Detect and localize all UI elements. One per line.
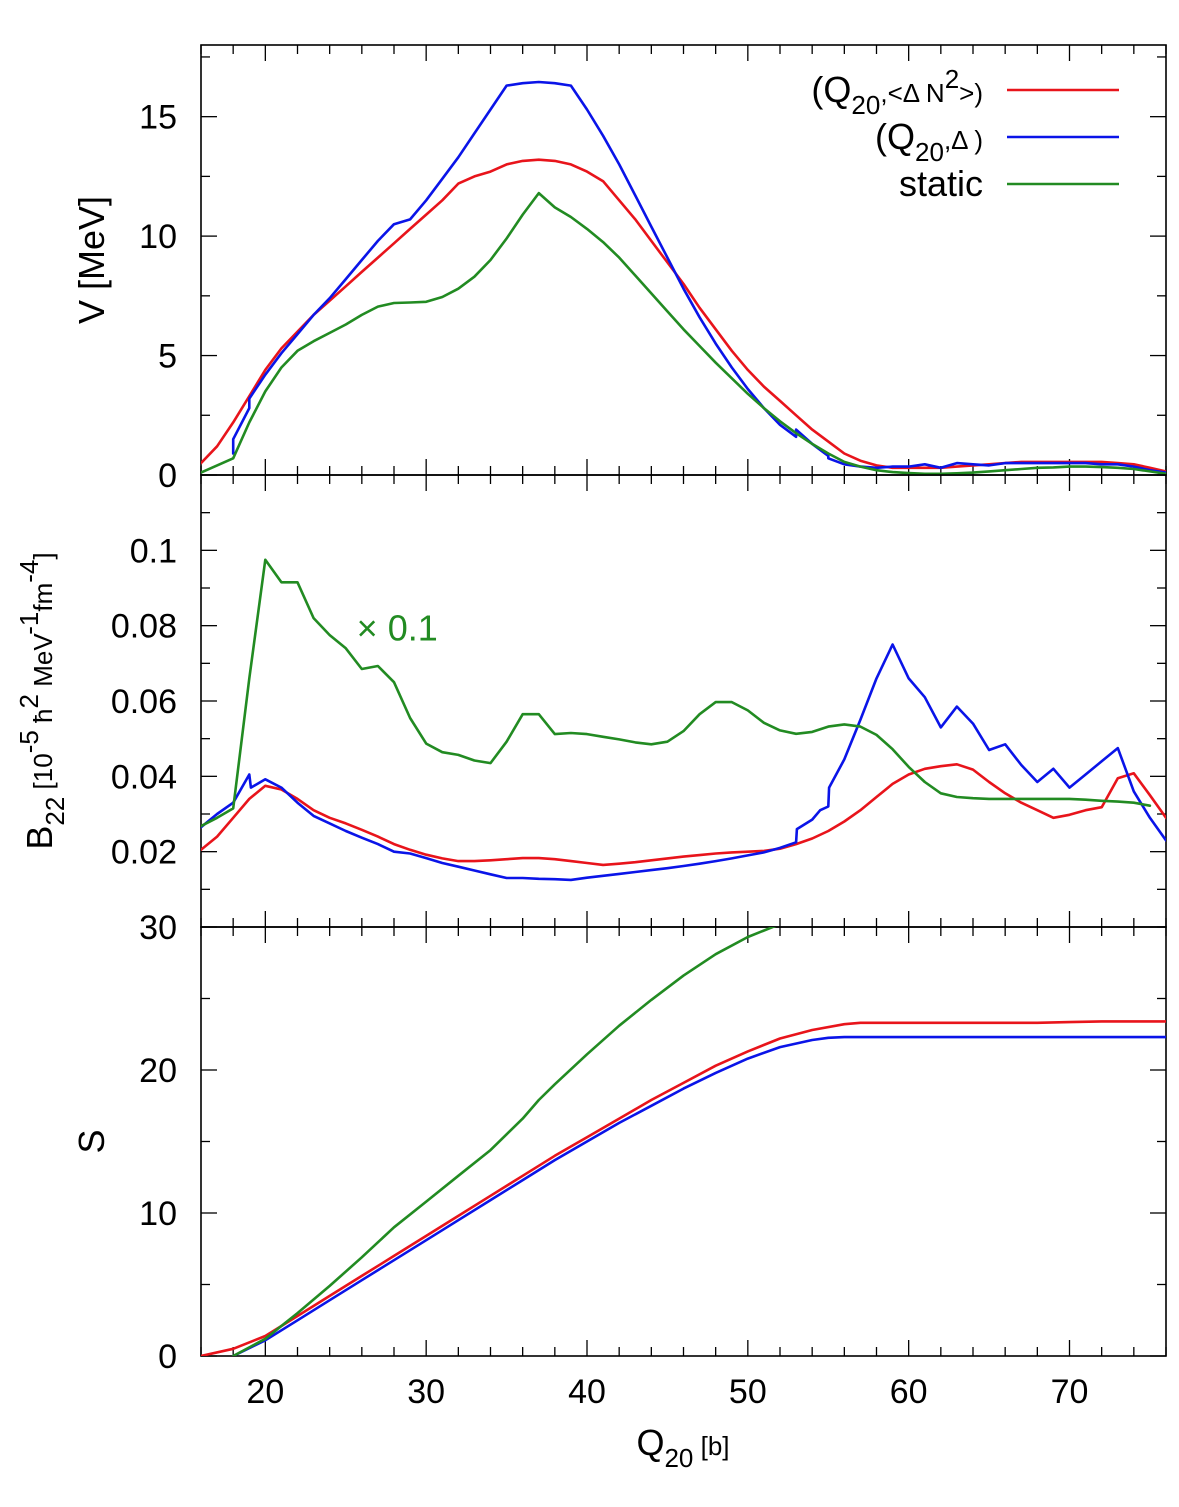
- y-tick-label: 0: [158, 1338, 177, 1376]
- x-tick-label: 30: [407, 1373, 445, 1411]
- x-tick-label: 70: [1051, 1373, 1089, 1411]
- x-tick-label: 60: [890, 1373, 928, 1411]
- potential-panel: 0 5 10 15 (Q20,<Δ N2>)(Q20,Δ )static: [139, 44, 1167, 495]
- y-axis-label: V [MeV]: [71, 196, 112, 324]
- mass-parameter-panel: 0.02 0.04 0.06 0.08 0.1 × 0.1: [111, 474, 1167, 928]
- plot-frame: [200, 474, 1167, 928]
- series-line-static: [231, 927, 777, 1356]
- y-tick-label: 0.04: [111, 758, 177, 796]
- y-axis-label: B22 [10-5 ħ2 MeV-1fm-4]: [14, 552, 70, 849]
- scale-annotation: × 0.1: [357, 608, 438, 649]
- y-tick-label: 10: [139, 1195, 177, 1233]
- plot-frame: [200, 44, 1167, 476]
- y-tick-label: 15: [139, 99, 177, 137]
- series-line-delta: [231, 80, 1166, 474]
- x-axis-label: Q20 [b]: [636, 1422, 729, 1473]
- series-line-static: [201, 558, 1152, 828]
- series-group: [201, 558, 1166, 882]
- legend-label: (Q20,Δ ): [875, 116, 983, 167]
- y-tick-label: 0.06: [111, 683, 177, 721]
- y-tick-label: 10: [139, 218, 177, 256]
- y-tick-label: 20: [139, 1052, 177, 1090]
- series-line-dn2: [201, 1020, 1166, 1356]
- x-tick-label: 20: [246, 1373, 284, 1411]
- series-line-static: [201, 191, 1166, 475]
- x-tick-label: 50: [729, 1373, 767, 1411]
- series-line-delta: [201, 643, 1166, 882]
- y-tick-label: 30: [139, 909, 177, 947]
- y-axis-label: S: [71, 1129, 112, 1153]
- series-line-dn2: [201, 762, 1166, 867]
- y-tick-label: 5: [158, 338, 177, 376]
- y-tick-label: 0.02: [111, 834, 177, 872]
- chart-overlays: V [MeV] B22 [10-5 ħ2 MeV-1fm-4] S Q20 [b]: [14, 196, 730, 1473]
- legend-label: (Q20,<Δ N2>): [811, 64, 983, 120]
- legend-label: static: [899, 163, 983, 204]
- action-panel: 0 10 20 30 20 30 40 50 60 70: [139, 909, 1167, 1411]
- x-tick-label: 40: [568, 1373, 606, 1411]
- series-line-dn2: [201, 158, 1166, 473]
- y-tick-label: 0.08: [111, 608, 177, 646]
- y-tick-label: 0: [158, 457, 177, 495]
- series-group: [201, 80, 1166, 475]
- series-group: [201, 927, 1166, 1356]
- series-line-delta: [231, 1035, 1166, 1356]
- y-tick-label: 0.1: [130, 532, 177, 570]
